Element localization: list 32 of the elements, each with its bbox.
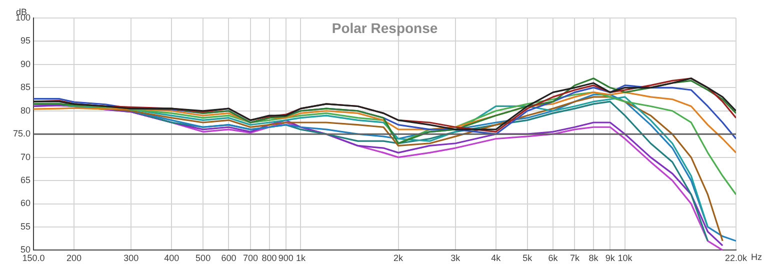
y-tick-label: 80	[20, 105, 31, 116]
x-tick-label: 150.0	[22, 253, 45, 264]
x-tick-label: 3k	[450, 253, 461, 264]
x-tick-label: 900	[278, 253, 294, 264]
x-tick-label: 600	[221, 253, 236, 264]
x-tick-label: 2k	[394, 253, 404, 264]
x-tick-label: 4k	[491, 253, 502, 264]
y-tick-label: 60	[20, 198, 31, 208]
x-tick-label: 700	[242, 253, 258, 264]
x-tick-label: 10k	[618, 253, 633, 264]
x-tick-label: 500	[196, 253, 211, 264]
x-tick-label: 5k	[522, 253, 533, 264]
y-tick-label: 75.0	[12, 128, 31, 139]
y-tick-label: 95	[20, 36, 31, 46]
y-tick-label: 50	[20, 244, 31, 255]
y-tick-label: 85	[20, 82, 31, 92]
x-tick-label: 800	[262, 253, 277, 264]
x-tick-label: 8k	[588, 253, 599, 264]
x-tick-label: 400	[164, 253, 180, 264]
x-tick-label: 9k	[605, 253, 616, 264]
x-tick-label: 300	[124, 253, 139, 264]
y-tick-label: 65	[20, 175, 31, 186]
x-tick-label: 200	[66, 253, 82, 264]
x-tick-label: 22.0k	[724, 253, 748, 264]
x-tick-label: 7k	[570, 253, 580, 264]
x-axis-title: Hz	[751, 252, 762, 262]
y-tick-label: 90	[20, 58, 31, 69]
chart-title: Polar Response	[332, 20, 438, 36]
y-tick-label: 70	[20, 152, 31, 162]
x-tick-label: 6k	[548, 253, 558, 264]
x-tick-label: 1k	[296, 253, 306, 264]
y-tick-label: 55	[20, 221, 31, 232]
